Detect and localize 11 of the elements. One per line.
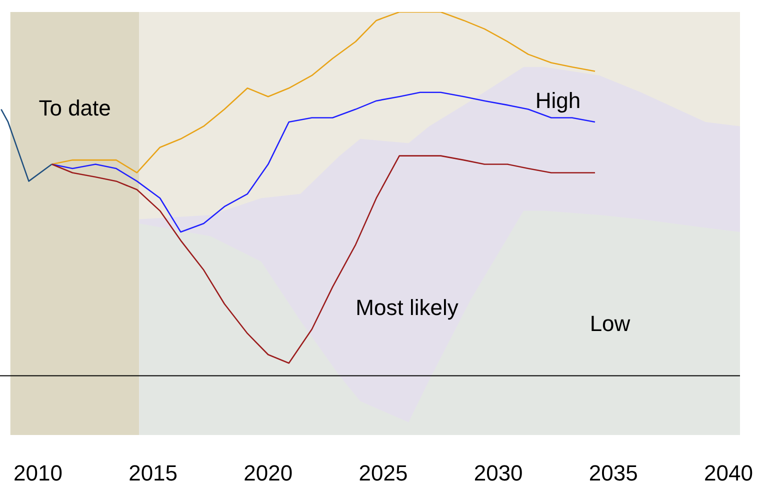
x-tick-label: 2030	[474, 460, 523, 486]
annotation: Low	[590, 311, 630, 337]
annotation: Most likely	[356, 295, 458, 321]
x-tick-label: 2010	[14, 460, 62, 486]
x-tick-label: 2015	[128, 460, 178, 486]
annotation: High	[535, 88, 581, 114]
x-tick-label: 2040	[704, 460, 753, 486]
x-tick-label: 2035	[588, 460, 638, 486]
x-tick-label: 2020	[244, 460, 293, 486]
band-label: To date	[38, 96, 111, 121]
x-tick-label: 2025	[358, 460, 408, 486]
